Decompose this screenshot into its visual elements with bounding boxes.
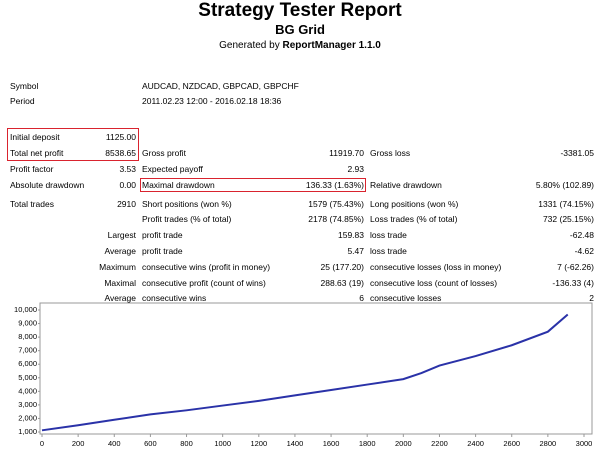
y-tick-label: 10,000 xyxy=(14,305,37,314)
cell-label: Long positions (won %) xyxy=(370,199,459,209)
cell-value: 25 (177.20) xyxy=(320,262,364,272)
cell-label: consecutive wins (profit in money) xyxy=(142,262,271,272)
cell-value: 2178 (74.85%) xyxy=(308,214,364,224)
highlight-box xyxy=(7,128,139,161)
equity-line xyxy=(41,313,569,432)
cell-value: -4.62 xyxy=(574,246,594,256)
cell-value: 8538.65 xyxy=(105,148,136,158)
cell-value: 2910 xyxy=(117,199,136,209)
cell-value: 3.53 xyxy=(119,164,136,174)
cell-value: 732 (25.15%) xyxy=(542,214,594,224)
plot-frame xyxy=(39,302,593,435)
y-tick-label: 9,000 xyxy=(18,319,37,328)
y-tick-label: 1,000 xyxy=(18,427,37,436)
generator: ReportManager 1.1.0 xyxy=(282,40,381,51)
cell-label: Relative drawdown xyxy=(370,180,442,190)
cell-label: consecutive wins xyxy=(142,293,207,303)
cell-value: -62.48 xyxy=(569,230,594,240)
x-tick-label: 400 xyxy=(108,439,121,448)
cell-value: 7 (-62.26) xyxy=(557,262,594,272)
cell-value: 1331 (74.15%) xyxy=(538,199,594,209)
y-tick-label: 3,000 xyxy=(18,400,37,409)
cell-value: 5.80% (102.89) xyxy=(535,180,594,190)
title: Strategy Tester Report xyxy=(198,0,402,21)
info-value: AUDCAD, NZDCAD, GBPCAD, GBPCHF xyxy=(142,81,299,91)
x-tick-label: 2000 xyxy=(395,439,412,448)
cell-label: loss trade xyxy=(370,246,407,256)
cell-label: Absolute drawdown xyxy=(10,180,85,190)
x-tick-label: 2600 xyxy=(503,439,520,448)
cell-value: Average xyxy=(104,246,136,256)
x-tick-label: 200 xyxy=(72,439,85,448)
cell-value: 136.33 (1.63%) xyxy=(305,180,364,190)
subtitle: BG Grid xyxy=(275,22,325,37)
x-tick-label: 2400 xyxy=(467,439,484,448)
cell-label: Profit factor xyxy=(10,164,54,174)
x-tick-label: 600 xyxy=(144,439,157,448)
info-label: Symbol xyxy=(10,81,39,91)
cell-label: Loss trades (% of total) xyxy=(370,214,458,224)
x-tick-label: 2800 xyxy=(540,439,557,448)
cell-value: 1125.00 xyxy=(105,132,136,142)
cell-label: profit trade xyxy=(142,246,183,256)
cell-value: 11919.70 xyxy=(329,148,364,158)
generated-line: Generated by ReportManager 1.1.0 xyxy=(0,40,600,51)
cell-value: 288.63 (19) xyxy=(320,278,364,288)
cell-value: 0.00 xyxy=(119,180,136,190)
cell-value: 1579 (75.43%) xyxy=(308,199,364,209)
info-label: Period xyxy=(10,96,35,106)
cell-label: Gross loss xyxy=(370,148,411,158)
x-tick-label: 800 xyxy=(180,439,193,448)
x-tick-label: 3000 xyxy=(576,439,593,448)
cell-value: Average xyxy=(104,293,136,303)
cell-value: 2 xyxy=(589,293,594,303)
cell-label: Gross profit xyxy=(142,148,186,158)
cell-label: consecutive losses xyxy=(370,293,442,303)
x-tick-label: 1400 xyxy=(287,439,304,448)
cell-label: Initial deposit xyxy=(10,132,60,142)
cell-label: consecutive loss (count of losses) xyxy=(370,278,498,288)
cell-label: profit trade xyxy=(142,230,183,240)
cell-value: 5.47 xyxy=(347,246,364,256)
x-tick-label: 2200 xyxy=(431,439,448,448)
generated-by: Generated by xyxy=(219,40,280,51)
x-tick-label: 1200 xyxy=(250,439,267,448)
cell-label: Total net profit xyxy=(10,148,64,158)
y-tick-label: 5,000 xyxy=(18,373,37,382)
y-tick-label: 7,000 xyxy=(18,346,37,355)
y-tick-label: 4,000 xyxy=(18,386,37,395)
y-tick-label: 6,000 xyxy=(18,359,37,368)
highlight-box xyxy=(140,178,366,192)
info-value: 2011.02.23 12:00 - 2016.02.18 18:36 xyxy=(142,96,282,106)
x-tick-label: 1000 xyxy=(214,439,231,448)
cell-value: -3381.05 xyxy=(560,148,594,158)
cell-value: 6 xyxy=(359,293,364,303)
cell-label: loss trade xyxy=(370,230,407,240)
x-tick-label: 1600 xyxy=(323,439,340,448)
y-tick-label: 2,000 xyxy=(18,413,37,422)
cell-value: 2.93 xyxy=(347,164,364,174)
cell-label: consecutive losses (loss in money) xyxy=(370,262,502,272)
cell-label: Maximal drawdown xyxy=(142,180,215,190)
cell-label: Short positions (won %) xyxy=(142,199,232,209)
cell-value: -136.33 (4) xyxy=(552,278,594,288)
x-tick-label: 1800 xyxy=(359,439,376,448)
y-tick-label: 8,000 xyxy=(18,332,37,341)
cell-value: 159.83 xyxy=(338,230,364,240)
cell-label: Profit trades (% of total) xyxy=(142,214,232,224)
cell-label: Expected payoff xyxy=(142,164,203,174)
cell-label: Total trades xyxy=(10,199,54,209)
cell-value: Maximal xyxy=(104,278,136,288)
cell-label: consecutive profit (count of wins) xyxy=(142,278,266,288)
cell-value: Largest xyxy=(107,230,136,240)
cell-value: Maximum xyxy=(99,262,136,272)
x-tick-label: 0 xyxy=(40,439,44,448)
